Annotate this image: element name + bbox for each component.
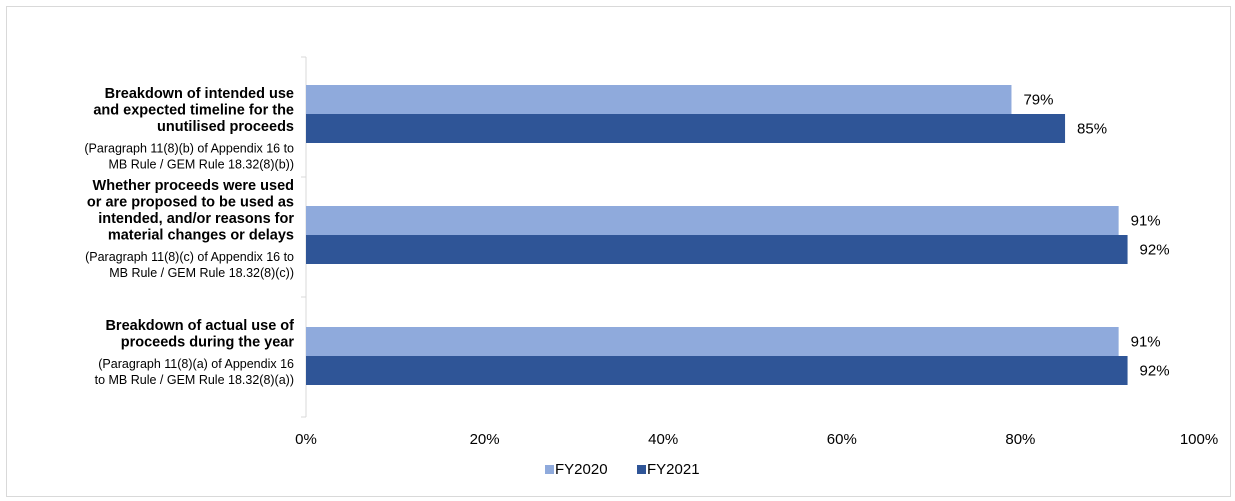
- bar-fy2020: [306, 327, 1119, 356]
- x-tick-label: 60%: [827, 431, 857, 448]
- data-label: 92%: [1140, 242, 1170, 259]
- category-subtitle-line: (Paragraph 11(8)(a) of Appendix 16: [98, 357, 294, 371]
- bar-fy2020: [306, 206, 1119, 235]
- legend-label: FY2020: [555, 461, 608, 478]
- category-title-line: and expected timeline for the: [93, 103, 294, 119]
- category-subtitle-line: (Paragraph 11(8)(c) of Appendix 16 to: [85, 250, 294, 264]
- data-label: 85%: [1077, 121, 1107, 138]
- category-subtitle-line: MB Rule / GEM Rule 18.32(8)(b)): [109, 158, 294, 172]
- bar-fy2021: [306, 235, 1128, 264]
- category-title-line: Whether proceeds were used: [93, 178, 294, 194]
- bar-fy2021: [306, 356, 1128, 385]
- x-tick-label: 100%: [1180, 431, 1218, 448]
- x-tick-label: 20%: [470, 431, 500, 448]
- legend-label: FY2021: [647, 461, 700, 478]
- category-title-line: proceeds during the year: [121, 335, 295, 351]
- category-title-line: intended, and/or reasons for: [98, 211, 294, 227]
- legend-swatch-fy2020: [545, 465, 554, 474]
- data-label: 91%: [1131, 213, 1161, 230]
- bar-fy2020: [306, 85, 1012, 114]
- category-subtitle-line: MB Rule / GEM Rule 18.32(8)(c)): [109, 266, 294, 280]
- bar-fy2021: [306, 114, 1066, 143]
- legend-swatch-fy2021: [637, 465, 646, 474]
- data-label: 79%: [1023, 92, 1053, 109]
- category-title-line: or are proposed to be used as: [87, 195, 294, 211]
- x-tick-label: 0%: [295, 431, 317, 448]
- data-label: 92%: [1140, 363, 1170, 380]
- category-title-line: Breakdown of actual use of: [105, 318, 294, 334]
- x-tick-label: 80%: [1005, 431, 1035, 448]
- category-title-line: material changes or delays: [108, 228, 294, 244]
- data-label: 91%: [1131, 334, 1161, 351]
- category-title-line: unutilised proceeds: [157, 119, 294, 135]
- category-subtitle-line: to MB Rule / GEM Rule 18.32(8)(a)): [95, 373, 294, 387]
- x-tick-label: 40%: [648, 431, 678, 448]
- category-title-line: Breakdown of intended use: [105, 86, 294, 102]
- category-subtitle-line: (Paragraph 11(8)(b) of Appendix 16 to: [84, 142, 294, 156]
